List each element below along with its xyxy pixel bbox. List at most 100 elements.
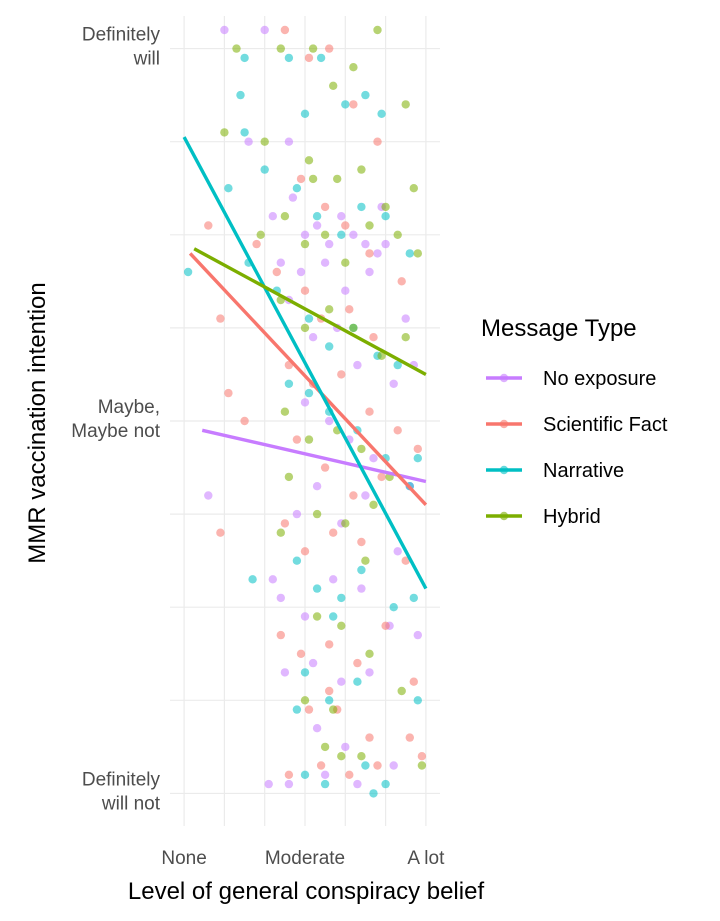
data-point xyxy=(405,733,414,742)
data-point xyxy=(393,360,402,370)
data-point xyxy=(300,696,310,705)
data-point xyxy=(292,509,302,519)
data-point xyxy=(341,519,350,528)
data-point xyxy=(256,230,265,239)
data-point xyxy=(401,333,410,342)
data-point xyxy=(357,444,366,454)
data-point xyxy=(373,761,382,770)
data-point xyxy=(405,249,414,258)
data-point xyxy=(365,407,374,416)
data-point xyxy=(349,491,358,500)
data-point xyxy=(320,779,330,789)
data-point xyxy=(381,239,390,249)
data-point xyxy=(409,677,418,686)
data-point xyxy=(276,258,285,267)
data-point xyxy=(300,109,310,119)
data-point xyxy=(365,249,374,258)
data-point xyxy=(312,724,322,733)
y-tick-label: Definitely will not xyxy=(82,769,161,814)
data-point xyxy=(413,696,422,705)
data-point xyxy=(216,314,225,323)
data-point xyxy=(288,193,298,202)
data-point xyxy=(220,25,229,35)
data-point xyxy=(292,435,302,444)
data-point xyxy=(320,230,330,239)
data-point xyxy=(417,752,427,761)
data-point xyxy=(381,212,390,221)
data-point xyxy=(316,53,326,63)
data-point xyxy=(304,435,314,444)
data-point xyxy=(308,658,318,668)
data-point xyxy=(337,593,346,603)
data-point xyxy=(413,249,422,258)
data-point xyxy=(272,267,281,277)
data-point xyxy=(284,770,294,779)
data-point xyxy=(292,556,302,565)
data-point xyxy=(312,221,322,230)
data-point xyxy=(397,686,406,696)
data-point xyxy=(300,286,310,295)
x-axis-tick-labels: None Moderate A lot xyxy=(161,848,445,869)
y-tick-label: Definitely will xyxy=(82,25,161,70)
legend-item: Scientific Fact xyxy=(486,414,668,436)
data-point xyxy=(292,184,302,193)
scatter-points xyxy=(183,25,427,798)
data-point xyxy=(276,630,285,640)
data-point xyxy=(393,230,402,239)
data-point xyxy=(413,454,422,463)
data-point xyxy=(389,379,398,388)
data-point xyxy=(357,752,366,761)
trend-lines xyxy=(182,136,428,590)
data-point xyxy=(409,184,418,193)
data-point xyxy=(276,528,285,537)
data-point xyxy=(252,239,261,249)
data-point xyxy=(329,575,338,584)
data-point xyxy=(337,677,346,686)
data-point xyxy=(325,686,334,696)
data-point xyxy=(224,184,233,193)
data-point xyxy=(304,388,314,398)
data-point xyxy=(377,109,386,119)
data-point xyxy=(357,537,366,547)
data-point xyxy=(304,314,314,323)
data-point xyxy=(284,379,294,388)
data-point xyxy=(276,593,285,603)
data-point xyxy=(357,202,366,212)
data-point xyxy=(236,90,245,100)
data-point xyxy=(373,25,382,35)
legend-label: No exposure xyxy=(543,368,656,390)
data-point xyxy=(341,221,350,230)
data-point xyxy=(240,128,249,137)
data-point xyxy=(320,463,330,472)
data-point xyxy=(312,612,322,621)
data-point xyxy=(280,668,290,677)
data-point xyxy=(369,333,378,342)
data-point xyxy=(300,547,310,556)
data-point xyxy=(312,584,322,593)
data-point xyxy=(280,25,290,35)
data-point xyxy=(320,202,330,212)
data-point xyxy=(381,779,390,789)
data-point xyxy=(337,230,346,239)
data-point xyxy=(300,239,310,249)
data-point xyxy=(284,472,294,482)
data-point xyxy=(308,44,318,53)
data-point xyxy=(312,509,322,519)
data-point xyxy=(292,705,302,714)
legend-key-point xyxy=(499,511,509,521)
data-point xyxy=(417,761,427,770)
data-point xyxy=(329,81,338,91)
data-point xyxy=(204,221,213,230)
data-point xyxy=(349,62,358,72)
data-point xyxy=(284,779,294,789)
data-point xyxy=(353,658,362,668)
data-point xyxy=(353,779,362,789)
data-point xyxy=(320,258,330,267)
data-point xyxy=(325,44,334,53)
data-point xyxy=(320,742,330,752)
trend-line xyxy=(182,136,428,590)
data-point xyxy=(280,519,290,528)
data-point xyxy=(361,556,370,565)
x-tick-label: Moderate xyxy=(265,848,345,869)
data-point xyxy=(280,212,290,221)
